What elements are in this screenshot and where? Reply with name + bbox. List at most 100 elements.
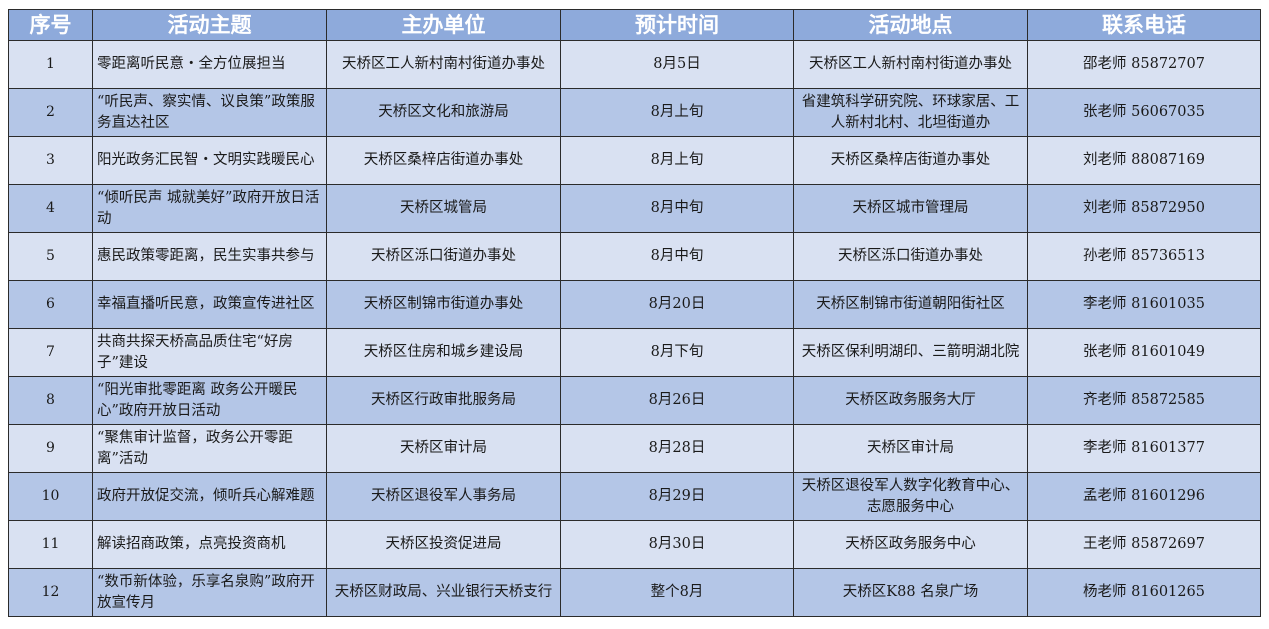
- cell-place-text: 天桥区政务服务中心: [845, 536, 976, 552]
- header-contact[interactable]: 联系电话: [1027, 9, 1261, 41]
- cell-topic[interactable]: 政府开放促交流，倾听兵心解难题: [92, 472, 327, 521]
- cell-topic[interactable]: 惠民政策零距离，民生实事共参与: [92, 232, 327, 281]
- cell-no-text: 10: [41, 488, 60, 504]
- cell-topic-text: 零距离听民意・全方位展担当: [97, 56, 286, 72]
- cell-no[interactable]: 12: [8, 568, 93, 617]
- cell-no-text: 6: [46, 296, 55, 312]
- cell-host[interactable]: 天桥区退役军人事务局: [326, 472, 561, 521]
- cell-place[interactable]: 天桥区城市管理局: [793, 184, 1028, 233]
- cell-host[interactable]: 天桥区住房和城乡建设局: [326, 328, 561, 377]
- table-row: 1 零距离听民意・全方位展担当 天桥区工人新村南村街道办事处 8月5日 天桥区工人新村南…: [8, 40, 1261, 89]
- cell-time-text: 8月中旬: [650, 200, 704, 216]
- cell-no[interactable]: 2: [8, 88, 93, 137]
- header-no[interactable]: 序号: [8, 9, 93, 41]
- cell-topic[interactable]: “数币新体验，乐享名泉购”政府开放宣传月: [92, 568, 327, 617]
- cell-place[interactable]: 天桥区政务服务大厅: [793, 376, 1028, 425]
- cell-place[interactable]: 天桥区工人新村南村街道办事处: [793, 40, 1028, 89]
- cell-contact-text: 刘老师 85872950: [1083, 200, 1205, 216]
- header-place[interactable]: 活动地点: [793, 9, 1028, 41]
- cell-no[interactable]: 8: [8, 376, 93, 425]
- cell-contact[interactable]: 张老师 56067035: [1027, 88, 1261, 137]
- cell-topic-text: “阳光审批零距离 政务公开暖民心”政府开放日活动: [97, 381, 298, 419]
- cell-no[interactable]: 6: [8, 280, 93, 329]
- cell-host[interactable]: 天桥区文化和旅游局: [326, 88, 561, 137]
- cell-topic[interactable]: 解读招商政策，点亮投资商机: [92, 520, 327, 569]
- cell-host[interactable]: 天桥区行政审批服务局: [326, 376, 561, 425]
- cell-host[interactable]: 天桥区审计局: [326, 424, 561, 473]
- cell-host-text: 天桥区工人新村南村街道办事处: [342, 56, 545, 72]
- cell-host[interactable]: 天桥区泺口街道办事处: [326, 232, 561, 281]
- cell-no-text: 3: [46, 152, 55, 168]
- cell-topic[interactable]: “听民声、察实情、议良策”政策服务直达社区: [92, 88, 327, 137]
- cell-contact-text: 孟老师 81601296: [1083, 488, 1205, 504]
- cell-contact[interactable]: 李老师 81601035: [1027, 280, 1261, 329]
- cell-time[interactable]: 8月下旬: [560, 328, 794, 377]
- cell-host[interactable]: 天桥区制锦市街道办事处: [326, 280, 561, 329]
- cell-time-text: 8月30日: [648, 536, 706, 552]
- cell-no[interactable]: 1: [8, 40, 93, 89]
- cell-topic[interactable]: 阳光政务汇民智・文明实践暖民心: [92, 136, 327, 185]
- cell-time[interactable]: 8月30日: [560, 520, 794, 569]
- cell-time[interactable]: 8月26日: [560, 376, 794, 425]
- header-topic[interactable]: 活动主题: [92, 9, 327, 41]
- cell-contact[interactable]: 刘老师 85872950: [1027, 184, 1261, 233]
- cell-contact[interactable]: 李老师 81601377: [1027, 424, 1261, 473]
- cell-contact[interactable]: 刘老师 88087169: [1027, 136, 1261, 185]
- cell-host[interactable]: 天桥区投资促进局: [326, 520, 561, 569]
- cell-contact[interactable]: 邵老师 85872707: [1027, 40, 1261, 89]
- cell-no[interactable]: 9: [8, 424, 93, 473]
- cell-time[interactable]: 8月29日: [560, 472, 794, 521]
- cell-host[interactable]: 天桥区财政局、兴业银行天桥支行: [326, 568, 561, 617]
- cell-contact[interactable]: 王老师 85872697: [1027, 520, 1261, 569]
- cell-topic[interactable]: 幸福直播听民意，政策宣传进社区: [92, 280, 327, 329]
- cell-time[interactable]: 整个8月: [560, 568, 794, 617]
- cell-time[interactable]: 8月20日: [560, 280, 794, 329]
- cell-host-text: 天桥区行政审批服务局: [371, 392, 516, 408]
- cell-place[interactable]: 天桥区退役军人数字化教育中心、志愿服务中心: [793, 472, 1028, 521]
- cell-contact[interactable]: 孟老师 81601296: [1027, 472, 1261, 521]
- cell-topic[interactable]: “阳光审批零距离 政务公开暖民心”政府开放日活动: [92, 376, 327, 425]
- cell-place[interactable]: 天桥区政务服务中心: [793, 520, 1028, 569]
- cell-place-text: 天桥区城市管理局: [852, 200, 969, 216]
- header-host[interactable]: 主办单位: [326, 9, 561, 41]
- cell-topic[interactable]: 共商共探天桥高品质住宅“好房子”建设: [92, 328, 327, 377]
- cell-place-text: 天桥区审计局: [867, 440, 954, 456]
- cell-time[interactable]: 8月5日: [560, 40, 794, 89]
- cell-no[interactable]: 11: [8, 520, 93, 569]
- cell-place-text: 天桥区政务服务大厅: [845, 392, 976, 408]
- header-time[interactable]: 预计时间: [560, 9, 794, 41]
- cell-time[interactable]: 8月上旬: [560, 136, 794, 185]
- cell-no[interactable]: 3: [8, 136, 93, 185]
- cell-place[interactable]: 天桥区审计局: [793, 424, 1028, 473]
- cell-time-text: 8月26日: [648, 392, 706, 408]
- table-row: 5 惠民政策零距离，民生实事共参与 天桥区泺口街道办事处 8月中旬 天桥区泺口街道办事处…: [8, 232, 1261, 281]
- cell-topic[interactable]: 零距离听民意・全方位展担当: [92, 40, 327, 89]
- cell-time[interactable]: 8月中旬: [560, 184, 794, 233]
- cell-host[interactable]: 天桥区工人新村南村街道办事处: [326, 40, 561, 89]
- cell-topic[interactable]: “聚焦审计监督，政务公开零距离”活动: [92, 424, 327, 473]
- table-row: 10 政府开放促交流，倾听兵心解难题 天桥区退役军人事务局 8月29日 天桥区退役军人数…: [8, 472, 1261, 521]
- cell-topic-text: 政府开放促交流，倾听兵心解难题: [97, 488, 315, 504]
- cell-time[interactable]: 8月上旬: [560, 88, 794, 137]
- cell-time[interactable]: 8月中旬: [560, 232, 794, 281]
- cell-time[interactable]: 8月28日: [560, 424, 794, 473]
- cell-topic-text: 阳光政务汇民智・文明实践暖民心: [97, 152, 315, 168]
- cell-place[interactable]: 天桥区泺口街道办事处: [793, 232, 1028, 281]
- cell-no[interactable]: 4: [8, 184, 93, 233]
- cell-contact[interactable]: 杨老师 81601265: [1027, 568, 1261, 617]
- cell-topic[interactable]: “倾听民声 城就美好”政府开放日活动: [92, 184, 327, 233]
- cell-contact[interactable]: 齐老师 85872585: [1027, 376, 1261, 425]
- cell-contact[interactable]: 张老师 81601049: [1027, 328, 1261, 377]
- cell-place[interactable]: 天桥区制锦市街道朝阳街社区: [793, 280, 1028, 329]
- cell-place[interactable]: 省建筑科学研究院、环球家居、工人新村北村、北坦街道办: [793, 88, 1028, 137]
- cell-host[interactable]: 天桥区城管局: [326, 184, 561, 233]
- cell-no-text: 12: [41, 584, 60, 600]
- cell-place[interactable]: 天桥区K88 名泉广场: [793, 568, 1028, 617]
- cell-no[interactable]: 5: [8, 232, 93, 281]
- cell-place[interactable]: 天桥区桑梓店街道办事处: [793, 136, 1028, 185]
- cell-no[interactable]: 10: [8, 472, 93, 521]
- cell-contact[interactable]: 孙老师 85736513: [1027, 232, 1261, 281]
- cell-no[interactable]: 7: [8, 328, 93, 377]
- cell-host[interactable]: 天桥区桑梓店街道办事处: [326, 136, 561, 185]
- cell-place[interactable]: 天桥区保利明湖印、三箭明湖北院: [793, 328, 1028, 377]
